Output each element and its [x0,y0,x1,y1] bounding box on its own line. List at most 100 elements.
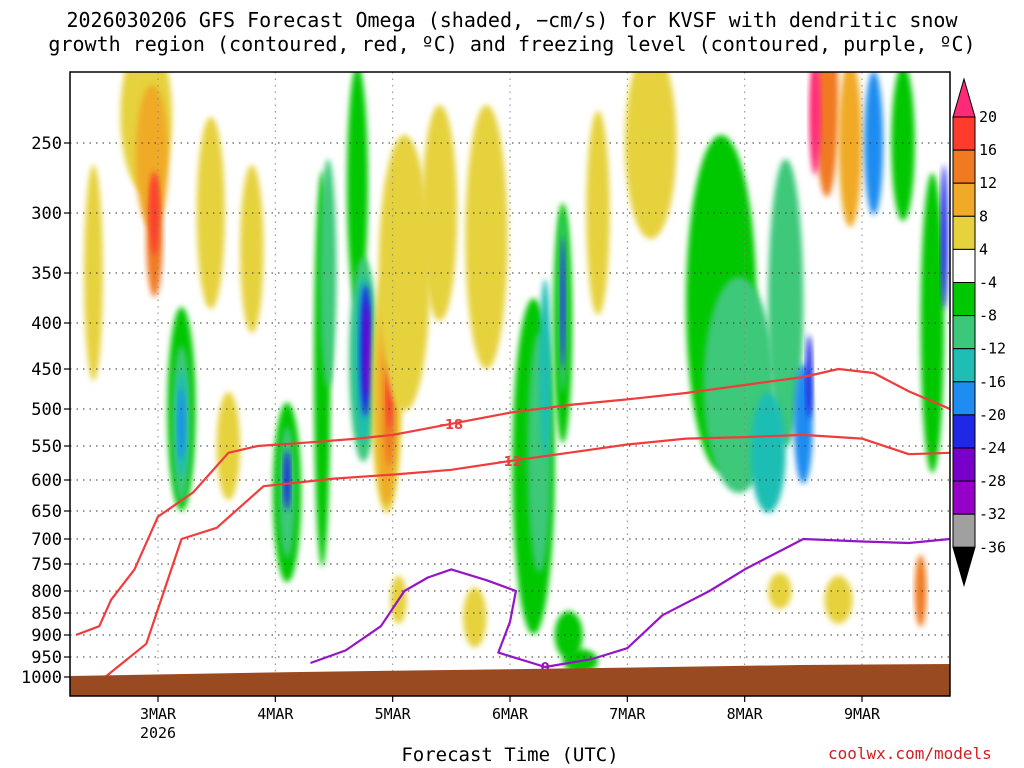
y-tick-label: 900 [31,626,62,646]
x-tick-label: 7MAR [609,705,646,723]
y-tick-label: 300 [31,204,62,224]
colorbar-label: -24 [979,439,1006,457]
y-tick-label: 250 [31,134,62,154]
x-tick-label: 4MAR [257,705,294,723]
omega-shade-cell [920,173,945,473]
colorbar-segment [952,414,976,449]
omega-shade-cell [135,85,169,229]
colorbar-label: 16 [979,141,997,159]
omega-shade-cell [378,135,431,411]
omega-shade-cell [84,165,103,381]
colorbar-segment [952,381,976,416]
x-tick-sublabel: 2026 [140,724,176,742]
x-tick-label: 5MAR [375,705,412,723]
omega-shade-cell [809,72,821,175]
omega-shade-cell [768,159,804,447]
omega-shade-cell [363,302,370,399]
omega-shade-cell [422,105,458,321]
colorbar-label: -12 [979,340,1006,358]
x-axis-title: Forecast Time (UTC) [401,744,619,766]
colorbar-label: 20 [979,108,997,126]
omega-shade-cell [914,555,927,627]
chart-title-line-1: 2026030206 GFS Forecast Omega (shaded, −… [66,8,958,32]
y-tick-label: 600 [31,471,62,491]
colorbar: 20 16 12 8 4 -4 -8 -12 -16 -20 -24 -28 -32 -36 [952,77,1006,588]
omega-shade-cell [824,575,853,624]
omega-shade-cell [283,450,291,510]
omega-shade-cell [805,335,813,419]
x-tick-label: 6MAR [492,705,529,723]
colorbar-segment [952,282,976,317]
omega-shade-cell [750,392,786,513]
colorbar-segment [952,513,976,548]
y-tick-label: 650 [31,502,62,522]
y-tick-label: 800 [31,582,62,602]
contour-line [310,537,950,669]
y-tick-label: 850 [31,604,62,624]
omega-shade-cell [240,165,264,333]
colorbar-segment [952,248,976,283]
contour-label: 0 [541,661,550,676]
terrain-ground [70,664,950,696]
omega-shade-cell [815,72,839,197]
colorbar-segment [952,116,976,151]
omega-shade-cell [554,611,583,659]
colorbar-label: -16 [979,373,1006,391]
y-axis: 2503003504004505005506006507007508008509… [21,134,70,688]
colorbar-segment [952,480,976,515]
omega-shade-cell [149,171,160,255]
x-tick-label: 9MAR [844,705,881,723]
colorbar-segment [952,149,976,184]
credit-link[interactable]: coolwx.com/models [828,744,992,763]
y-tick-label: 450 [31,360,62,380]
omega-shade-cell [465,105,508,369]
colorbar-label: 8 [979,207,988,225]
omega-shade-cell [560,237,566,369]
colorbar-label: -32 [979,505,1006,523]
colorbar-label: 12 [979,174,997,192]
y-tick-label: 500 [31,400,62,420]
x-tick-label: 8MAR [727,705,764,723]
omega-shade-cell [624,72,677,239]
colorbar-bottom-arrow [952,546,976,588]
y-tick-label: 550 [31,437,62,457]
contour-line [75,367,950,637]
y-tick-label: 1000 [21,668,62,688]
colorbar-label: -8 [979,307,997,325]
omega-shade-cell [463,587,487,648]
omega-shade-cell [586,111,610,315]
omega-shade-cell [196,117,225,309]
colorbar-label: -4 [979,274,997,292]
x-tick-label: 3MAR [140,705,177,723]
colorbar-label: -36 [979,538,1006,556]
y-tick-label: 400 [31,314,62,334]
omega-shade-cell [319,159,337,387]
y-tick-label: 350 [31,264,62,284]
colorbar-top-arrow [952,77,976,118]
colorbar-segment [952,182,976,217]
colorbar-segment [952,315,976,350]
omega-shade-cell [346,72,369,305]
y-tick-label: 700 [31,530,62,550]
omega-shade-cell [940,165,948,309]
colorbar-segment [952,348,976,383]
omega-shading [84,72,948,673]
contour-line [104,433,950,678]
omega-shade-cell [838,72,862,227]
omega-shade-cell [216,392,241,500]
omega-shade-cell [864,72,884,215]
colorbar-label: -28 [979,472,1006,490]
y-tick-label: 750 [31,555,62,575]
omega-shade-cell [891,72,915,221]
contour-label: -18 [440,418,464,433]
contours: -18 -12 0 [75,367,950,678]
colorbar-label: -20 [979,406,1006,424]
contour-label: -12 [498,455,522,470]
colorbar-segment [952,447,976,482]
omega-shade-cell [177,387,185,460]
colorbar-label: 4 [979,240,988,258]
chart-title-line-2: growth region (contoured, red, ºC) and f… [48,32,976,56]
y-tick-label: 950 [31,648,62,668]
